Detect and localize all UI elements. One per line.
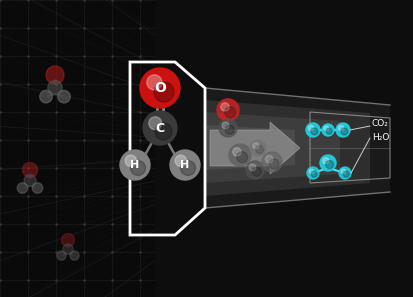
Circle shape: [120, 150, 150, 180]
Circle shape: [180, 160, 195, 176]
Circle shape: [308, 169, 313, 174]
Circle shape: [249, 164, 255, 171]
Polygon shape: [204, 100, 369, 196]
Circle shape: [57, 251, 66, 260]
Circle shape: [252, 143, 258, 149]
Circle shape: [57, 90, 70, 103]
Circle shape: [24, 175, 36, 187]
Circle shape: [40, 90, 52, 103]
Polygon shape: [209, 122, 299, 174]
Circle shape: [70, 251, 79, 260]
Circle shape: [337, 125, 343, 131]
Circle shape: [228, 144, 250, 166]
Polygon shape: [154, 0, 413, 297]
Circle shape: [221, 122, 228, 129]
Circle shape: [147, 75, 161, 90]
Circle shape: [140, 68, 180, 108]
Circle shape: [319, 155, 335, 171]
Circle shape: [306, 167, 318, 179]
Circle shape: [22, 162, 38, 178]
Circle shape: [63, 244, 73, 254]
Circle shape: [265, 155, 272, 163]
Circle shape: [148, 117, 161, 130]
Circle shape: [325, 128, 331, 134]
Text: H₂O: H₂O: [371, 132, 389, 141]
Circle shape: [305, 123, 319, 137]
Circle shape: [338, 167, 350, 179]
Circle shape: [170, 150, 199, 180]
Circle shape: [154, 82, 173, 102]
Circle shape: [255, 146, 263, 154]
Circle shape: [340, 128, 347, 135]
Circle shape: [340, 169, 345, 174]
Circle shape: [335, 123, 349, 137]
Polygon shape: [204, 125, 294, 170]
Circle shape: [311, 171, 316, 177]
Circle shape: [224, 107, 235, 118]
Text: O: O: [154, 81, 166, 95]
Polygon shape: [204, 112, 339, 183]
Circle shape: [218, 119, 236, 137]
Circle shape: [154, 123, 171, 140]
Circle shape: [220, 103, 228, 111]
Circle shape: [342, 171, 348, 177]
Circle shape: [310, 128, 317, 135]
Circle shape: [261, 152, 281, 172]
Circle shape: [249, 140, 266, 156]
Circle shape: [236, 152, 247, 163]
Circle shape: [62, 233, 74, 247]
Circle shape: [47, 80, 62, 95]
Circle shape: [325, 161, 333, 169]
Circle shape: [321, 124, 333, 136]
Circle shape: [323, 126, 328, 131]
Text: H: H: [130, 160, 139, 170]
Circle shape: [32, 183, 43, 193]
Circle shape: [308, 125, 313, 131]
Circle shape: [17, 183, 28, 193]
Circle shape: [225, 125, 234, 134]
Text: C: C: [155, 121, 164, 135]
Circle shape: [268, 159, 278, 169]
Circle shape: [252, 167, 261, 176]
Circle shape: [232, 148, 240, 156]
Circle shape: [142, 111, 177, 145]
Circle shape: [216, 99, 238, 121]
Circle shape: [46, 66, 64, 84]
Circle shape: [245, 161, 263, 179]
Text: CO₂: CO₂: [371, 119, 388, 129]
Circle shape: [175, 155, 186, 167]
Polygon shape: [204, 88, 389, 208]
Text: H: H: [180, 160, 189, 170]
Circle shape: [125, 155, 136, 167]
Circle shape: [130, 160, 145, 176]
Circle shape: [322, 158, 328, 164]
